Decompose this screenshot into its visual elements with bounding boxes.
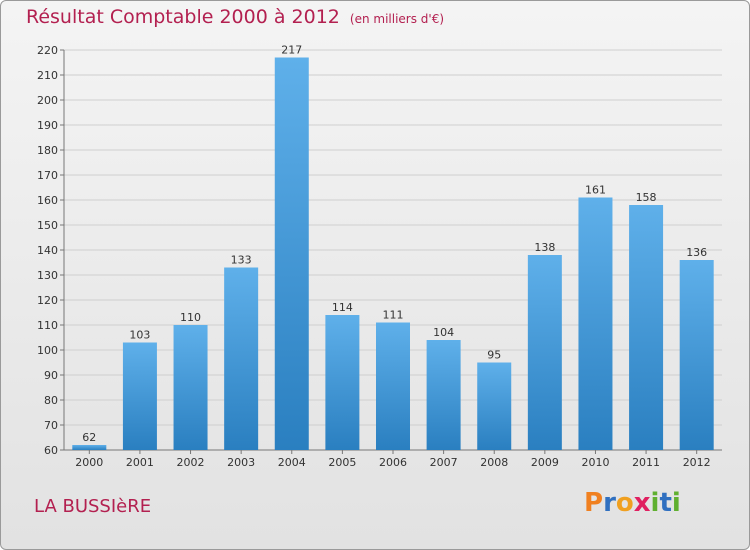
- y-tick-label: 70: [44, 419, 58, 432]
- x-tick-label: 2011: [632, 456, 660, 469]
- x-tick-label: 2006: [379, 456, 407, 469]
- labels: 62 2000 103 2001 110 2002 133 2003 217 2004 114 200…: [75, 44, 710, 470]
- x-tick-label: 2003: [227, 456, 255, 469]
- logo-letter: i: [671, 488, 681, 518]
- logo-letter: t: [659, 488, 672, 518]
- bar: [629, 205, 664, 450]
- x-tick-label: 2008: [480, 456, 508, 469]
- y-tick-label: 130: [37, 269, 58, 282]
- logo-letter: o: [615, 488, 634, 518]
- y-tick-label: 120: [37, 294, 58, 307]
- bar: [477, 362, 512, 450]
- x-tick-label: 2000: [75, 456, 103, 469]
- y-tick-label: 80: [44, 394, 58, 407]
- y-tick-label: 140: [37, 244, 58, 257]
- x-tick-label: 2002: [177, 456, 205, 469]
- y-tick-label: 100: [37, 344, 58, 357]
- data-label: 104: [433, 326, 454, 339]
- y-tick-label: 210: [37, 69, 58, 82]
- bar: [325, 315, 360, 450]
- y-tick-label: 170: [37, 169, 58, 182]
- data-label: 217: [281, 44, 302, 57]
- y-tick-label: 220: [37, 44, 58, 57]
- data-label: 110: [180, 311, 201, 324]
- data-label: 161: [585, 184, 606, 197]
- data-label: 62: [82, 431, 96, 444]
- bar: [224, 267, 259, 450]
- bar: [426, 340, 461, 450]
- y-tick-label: 60: [44, 444, 58, 457]
- proxiti-logo[interactable]: Proxiti: [584, 488, 681, 518]
- y-tick-label: 150: [37, 219, 58, 232]
- bars: [72, 57, 714, 450]
- logo-letter: r: [603, 488, 616, 518]
- commune-name: LA BUSSIèRE: [34, 496, 152, 517]
- x-tick-label: 2004: [278, 456, 306, 469]
- chart-title-block: Résultat Comptable 2000 à 2012 (en millie…: [26, 6, 444, 28]
- bar: [72, 445, 107, 450]
- y-tick-label: 90: [44, 369, 58, 382]
- x-tick-label: 2010: [581, 456, 609, 469]
- data-label: 133: [231, 254, 252, 267]
- y-tick-label: 110: [37, 319, 58, 332]
- x-tick-label: 2007: [430, 456, 458, 469]
- data-label: 158: [636, 191, 657, 204]
- unit-label: (en milliers d'€): [349, 12, 445, 26]
- logo-letter: i: [650, 488, 660, 518]
- y-tick-label: 200: [37, 94, 58, 107]
- x-tick-label: 2001: [126, 456, 154, 469]
- bar: [679, 260, 714, 450]
- data-label: 103: [129, 329, 150, 342]
- bar: [527, 255, 562, 450]
- data-label: 138: [534, 241, 555, 254]
- chart-title: Résultat Comptable 2000 à 2012: [26, 6, 340, 28]
- logo-letter: P: [584, 488, 604, 518]
- y-tick-label: 180: [37, 144, 58, 157]
- bar: [274, 57, 309, 450]
- bar: [376, 322, 410, 450]
- data-label: 95: [487, 349, 501, 362]
- logo-letter: x: [633, 488, 651, 518]
- x-tick-label: 2009: [531, 456, 559, 469]
- y-tick-label: 190: [37, 119, 58, 132]
- bar: [122, 342, 157, 450]
- data-label: 136: [686, 246, 707, 259]
- y-tick-label: 160: [37, 194, 58, 207]
- x-tick-label: 2005: [328, 456, 356, 469]
- bar: [173, 325, 208, 450]
- bar: [578, 197, 613, 450]
- data-label: 111: [383, 309, 404, 322]
- x-tick-label: 2012: [683, 456, 711, 469]
- data-label: 114: [332, 301, 353, 314]
